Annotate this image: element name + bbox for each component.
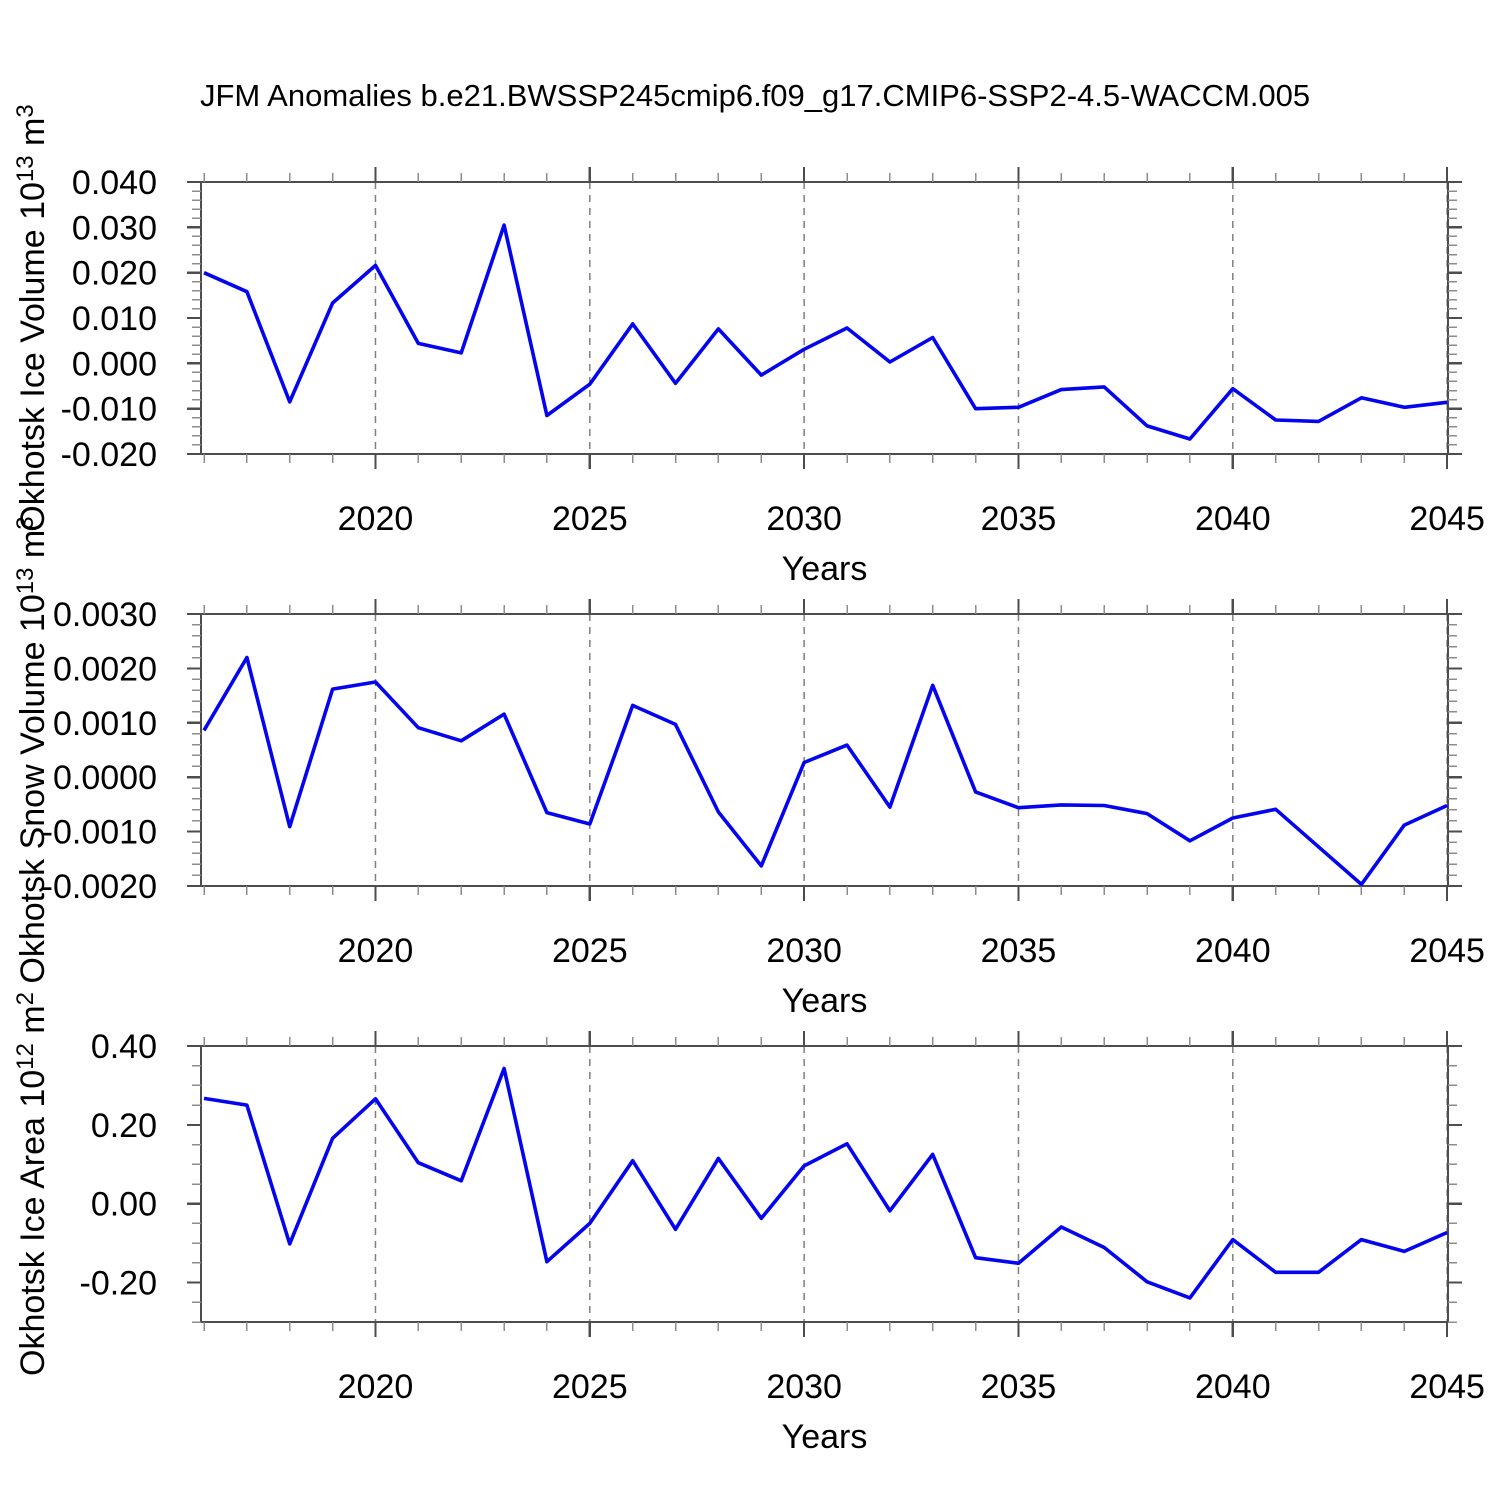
plot-frame (200, 1045, 1449, 1323)
y-axis-title-superscript: 13 (12, 568, 39, 595)
y-tick-label: 0.40 (91, 1028, 157, 1066)
x-axis-title: Years (782, 982, 868, 1020)
y-tick-label: 0.0000 (53, 759, 157, 797)
y-axis-title-text: m (14, 1005, 52, 1043)
y-tick-label: 0.00 (91, 1186, 157, 1224)
x-tick-label: 2040 (1195, 932, 1271, 970)
x-tick-label: 2040 (1195, 1368, 1271, 1406)
y-axis-title: Okhotsk Snow Volume 1013 m3 (12, 516, 52, 983)
x-tick-label: 2025 (552, 500, 628, 538)
y-tick-label: -0.20 (80, 1265, 158, 1303)
y-axis-title-superscript: 12 (12, 1043, 39, 1070)
y-axis-title-text: m (14, 530, 52, 568)
y-axis-title-text: Okhotsk Ice Volume 10 (14, 182, 52, 532)
x-tick-label: 2020 (338, 500, 414, 538)
y-tick-label: 0.0010 (53, 705, 157, 743)
x-tick-label: 2045 (1409, 500, 1485, 538)
y-axis-title-superscript: 3 (12, 104, 39, 117)
y-axis-title-text: Okhotsk Ice Area 10 (14, 1070, 52, 1376)
panel-ice-area: 0.40 0.20 0.00 -0.20 2020 2025 2030 2035 2040 204… (12, 992, 1485, 1456)
okhotsk-ice-area-line (203, 1066, 1448, 1300)
x-axis-title: Years (782, 550, 868, 588)
y-tick-label: 0.010 (72, 300, 157, 338)
x-tick-label: 2025 (552, 932, 628, 970)
x-tick-label: 2045 (1409, 932, 1485, 970)
y-tick-label: 0.020 (72, 255, 157, 293)
x-tick-label: 2040 (1195, 500, 1271, 538)
x-tick-label: 2035 (981, 1368, 1057, 1406)
okhotsk-snow-volume-line (202, 655, 1448, 887)
y-tick-label: -0.0020 (42, 868, 157, 906)
y-tick-label: -0.010 (61, 391, 157, 429)
okhotsk-ice-volume-line (203, 223, 1448, 441)
y-axis-title-superscript: 13 (12, 155, 39, 182)
y-tick-label: -0.0010 (42, 814, 157, 852)
x-tick-label: 2030 (766, 500, 842, 538)
x-tick-label: 2035 (981, 500, 1057, 538)
y-axis-title-text: Okhotsk Snow Volume 10 (14, 594, 52, 983)
y-axis-title-superscript: 2 (12, 992, 39, 1005)
x-tick-label: 2030 (766, 932, 842, 970)
x-tick-label: 2020 (338, 1368, 414, 1406)
x-tick-label: 2035 (981, 932, 1057, 970)
y-tick-label: 0.030 (72, 209, 157, 247)
y-axis-title: Okhotsk Ice Area 1012 m2 (12, 992, 52, 1376)
y-tick-label: 0.0030 (53, 596, 157, 634)
plot-frame (200, 181, 1449, 455)
y-tick-label: 0.040 (72, 164, 157, 202)
y-axis-title-text: m (14, 118, 52, 156)
panel-snow-volume: 0.0030 0.0020 0.0010 0.0000 -0.0010 -0.0020 20… (12, 516, 1485, 1020)
x-tick-label: 2030 (766, 1368, 842, 1406)
x-axis-title: Years (782, 1418, 868, 1456)
chart-title: JFM Anomalies b.e21.BWSSP245cmip6.f09_g1… (200, 78, 1310, 113)
y-tick-label: 0.0020 (53, 650, 157, 688)
x-tick-label: 2045 (1409, 1368, 1485, 1406)
plot-frame (200, 613, 1449, 887)
y-tick-label: -0.020 (61, 436, 157, 474)
y-axis-title-superscript: 3 (12, 516, 39, 529)
x-tick-label: 2020 (338, 932, 414, 970)
y-tick-label: 0.000 (72, 345, 157, 383)
panel-ice-volume: 0.040 0.030 0.020 0.010 0.000 -0.010 -0.020 202… (12, 104, 1485, 588)
y-tick-label: 0.20 (91, 1107, 157, 1145)
y-axis-title: Okhotsk Ice Volume 1013 m3 (12, 104, 52, 531)
x-tick-label: 2025 (552, 1368, 628, 1406)
